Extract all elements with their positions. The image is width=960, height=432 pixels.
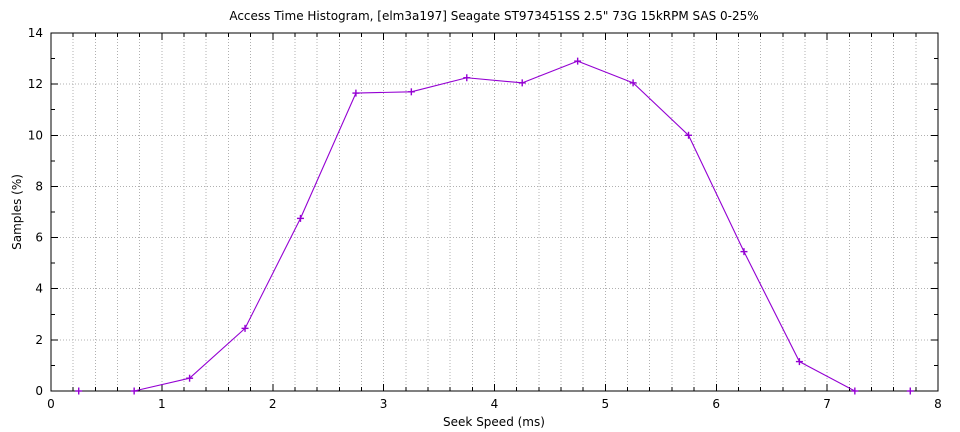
x-tick-label: 4 [491, 397, 499, 411]
data-point-marker [186, 374, 194, 382]
y-tick-label: 12 [28, 77, 43, 91]
y-tick-label: 8 [35, 179, 43, 193]
data-point-marker [851, 387, 859, 395]
x-tick-label: 1 [158, 397, 166, 411]
x-axis-label: Seek Speed (ms) [443, 415, 545, 429]
data-point-marker [296, 214, 304, 222]
data-series [75, 57, 914, 395]
data-point-marker [352, 89, 360, 97]
data-point-marker [518, 79, 526, 87]
data-point-marker [795, 358, 803, 366]
data-point-marker [407, 88, 415, 96]
x-tick-label: 3 [380, 397, 388, 411]
x-tick-label: 2 [269, 397, 277, 411]
x-tick-label: 7 [823, 397, 831, 411]
y-axis-label: Samples (%) [10, 174, 24, 250]
x-tick-label: 8 [934, 397, 942, 411]
y-tick-label: 4 [35, 282, 43, 296]
x-tick-label: 0 [47, 397, 55, 411]
axis-ticks [50, 32, 939, 392]
data-point-marker [574, 57, 582, 65]
data-point-marker [463, 74, 471, 82]
data-point-marker [685, 131, 693, 139]
x-tick-label: 6 [712, 397, 720, 411]
x-tick-label: 5 [602, 397, 610, 411]
y-tick-label: 2 [35, 333, 43, 347]
data-point-marker [130, 387, 138, 395]
data-point-marker [629, 79, 637, 87]
data-point-marker [740, 248, 748, 256]
data-point-marker [906, 387, 914, 395]
grid-lines [51, 33, 938, 391]
chart-title: Access Time Histogram, [elm3a197] Seagat… [229, 9, 758, 23]
y-tick-label: 0 [35, 384, 43, 398]
y-tick-label: 10 [28, 128, 43, 142]
y-tick-label: 6 [35, 231, 43, 245]
plot-border [50, 32, 939, 392]
data-line [134, 60, 856, 392]
data-point-marker [241, 324, 249, 332]
data-point-marker [75, 387, 83, 395]
y-tick-label: 14 [28, 26, 43, 40]
